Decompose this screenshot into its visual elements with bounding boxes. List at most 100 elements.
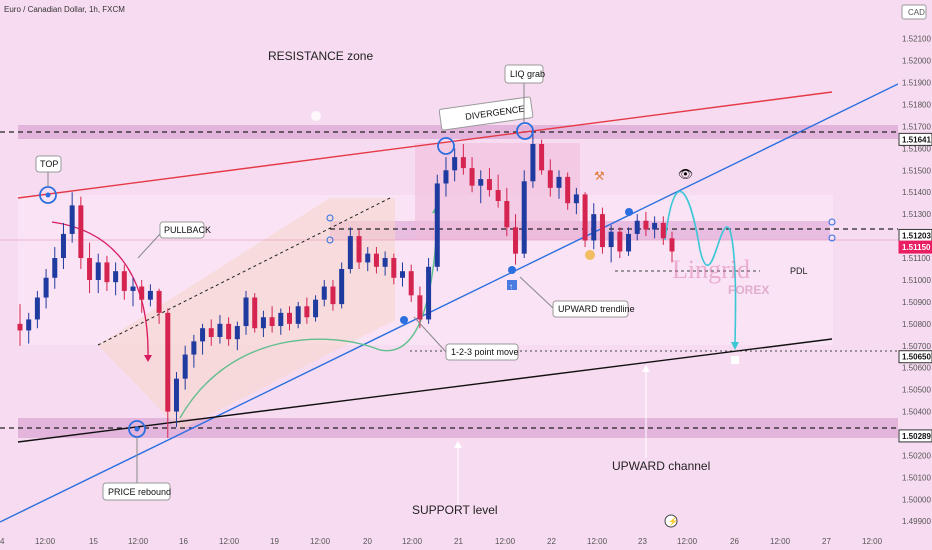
point-move-label: 1-2-3 point move xyxy=(451,347,519,357)
y-tick-label: 1.50500 xyxy=(902,386,931,395)
liq-grab-marker[interactable] xyxy=(516,122,534,140)
candle-body xyxy=(591,214,597,241)
y-tick-label: 1.49900 xyxy=(902,517,931,526)
x-tick-label: 12:00 xyxy=(402,537,423,546)
candle-body xyxy=(121,271,127,291)
candle-body xyxy=(373,253,379,267)
candle-body xyxy=(400,271,406,278)
currency-badge[interactable] xyxy=(901,4,927,20)
candle-body xyxy=(165,312,171,412)
support-trendline[interactable] xyxy=(17,338,833,443)
candle-body xyxy=(347,236,353,269)
candle-body xyxy=(321,286,327,300)
candle-body xyxy=(530,143,536,182)
arrow-up-glyph: ↑ xyxy=(509,282,513,291)
candle-body xyxy=(226,323,232,340)
candle-body xyxy=(495,190,501,202)
y-tick-label: 1.50200 xyxy=(902,451,931,460)
zone-handle-left[interactable] xyxy=(326,214,334,222)
top-label: TOP xyxy=(40,159,58,169)
pdl-label: PDL xyxy=(790,266,808,276)
upward-trendline-label: UPWARD trendline xyxy=(558,304,635,314)
x-tick-label: 12:00 xyxy=(862,537,883,546)
candle-body xyxy=(547,170,553,188)
candle-body xyxy=(626,233,632,252)
eye-icon: 👁 xyxy=(678,167,693,181)
candle-body xyxy=(156,290,162,313)
candle-body xyxy=(173,378,179,412)
x-tick-label: 27 xyxy=(822,537,831,546)
point-move-connector xyxy=(413,316,447,353)
candle-body xyxy=(269,317,275,327)
candle-body xyxy=(139,286,145,300)
candle-body xyxy=(87,258,93,280)
watermark-brand: Lingrid xyxy=(672,255,750,284)
pullback-arrowhead xyxy=(144,355,152,362)
upward-trendline[interactable] xyxy=(0,83,899,523)
candle-body xyxy=(200,328,206,342)
candle-body xyxy=(217,323,223,337)
x-tick-label: 26 xyxy=(730,537,739,546)
candle-body xyxy=(660,222,666,239)
candle-body xyxy=(243,297,249,327)
candle-body xyxy=(452,157,458,171)
zone-handle-right[interactable] xyxy=(828,218,836,226)
candle-body xyxy=(208,328,214,337)
zone-handle-left-2[interactable] xyxy=(326,236,334,244)
trend-touch-point-2 xyxy=(400,316,408,324)
time-axis[interactable] xyxy=(0,532,898,550)
y-tick-label: 1.51900 xyxy=(902,79,931,88)
candle-body xyxy=(252,297,258,329)
candle-body xyxy=(17,323,23,331)
candle-body xyxy=(573,194,579,204)
candle-body xyxy=(443,170,449,184)
x-tick-label: 22 xyxy=(547,537,556,546)
liq-grab-label-box: LIQ grab xyxy=(504,64,545,84)
resistance-trendline[interactable] xyxy=(17,91,833,199)
channel-arrowhead xyxy=(642,365,650,372)
x-tick-label: 16 xyxy=(179,537,188,546)
price-labels-group: 1.51641 1.51203 1.51150 1.50650 1.50289 xyxy=(898,132,932,443)
candle-body xyxy=(278,312,284,327)
trend-touch-point xyxy=(508,266,516,274)
candle-body xyxy=(26,319,32,331)
x-tick-label: 12:00 xyxy=(495,537,516,546)
x-tick-label: 12:00 xyxy=(219,537,240,546)
candle-body xyxy=(365,253,371,263)
y-tick-label: 1.50600 xyxy=(902,364,931,373)
candle-body xyxy=(295,306,301,324)
candle-body xyxy=(460,157,466,169)
divergence-marker[interactable] xyxy=(437,137,455,155)
price-label-box xyxy=(898,132,932,146)
candle-body xyxy=(565,176,571,204)
candle-body xyxy=(582,194,588,241)
x-tick-label: 12:00 xyxy=(770,537,791,546)
y-tick-label: 1.51700 xyxy=(902,122,931,131)
candle-body xyxy=(95,262,101,280)
candle-body xyxy=(408,271,414,296)
candle-body xyxy=(634,220,640,234)
zone-handle-right-2[interactable] xyxy=(828,234,836,242)
candle-body xyxy=(43,277,49,298)
candle-body xyxy=(599,214,605,248)
candle-body xyxy=(504,201,510,228)
projection-arrowhead xyxy=(731,342,739,350)
x-tick-label: 12:00 xyxy=(35,537,56,546)
trend-touch-point-3 xyxy=(625,208,633,216)
candle-body xyxy=(78,205,84,259)
x-tick-label: 12:00 xyxy=(587,537,608,546)
divergence-label-box: DIVERGENCE xyxy=(438,96,534,131)
candle-body xyxy=(356,236,362,263)
price-axis[interactable] xyxy=(898,0,932,550)
price-label-box xyxy=(898,350,932,364)
pullback-label-box: PULLBACK xyxy=(159,221,211,239)
lightning-icon[interactable] xyxy=(664,514,678,528)
pin-marker xyxy=(311,111,321,121)
resistance-zone-label: RESISTANCE zone xyxy=(268,49,373,63)
y-tick-label: 1.50800 xyxy=(902,320,931,329)
support-band xyxy=(18,418,898,438)
x-tick-label: 21 xyxy=(454,537,463,546)
candle-body xyxy=(669,238,675,252)
candle-body xyxy=(643,220,649,230)
